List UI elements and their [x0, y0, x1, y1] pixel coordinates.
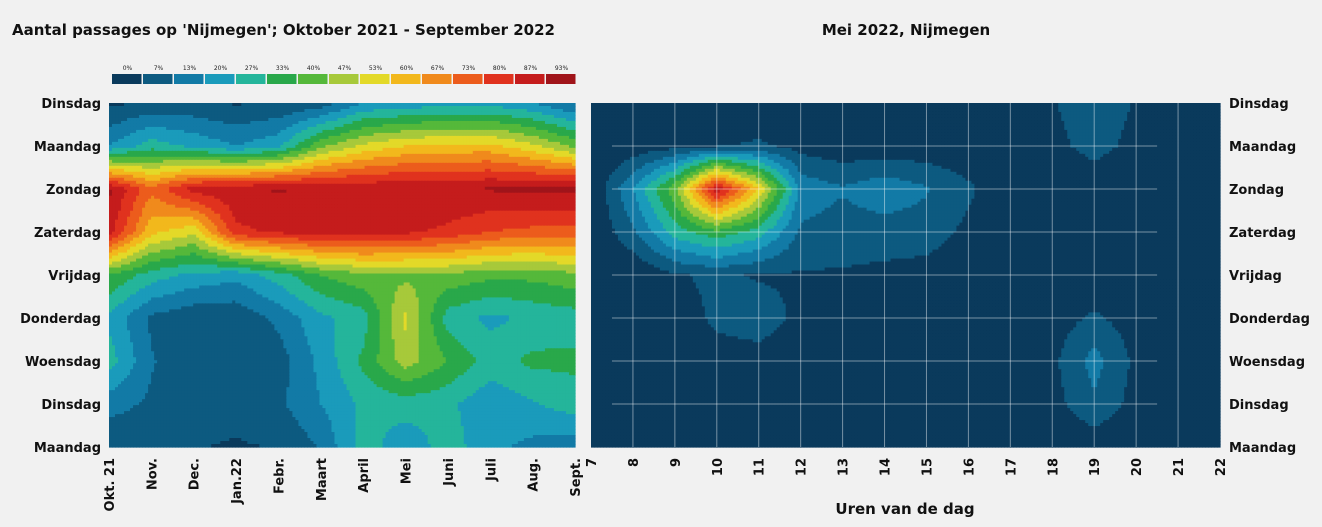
colorbar-swatch [329, 74, 359, 84]
colorbar-tick-label: 73% [462, 65, 476, 72]
colorbar-swatch [515, 74, 545, 84]
colorbar-swatch [112, 74, 142, 84]
colorbar-tick-label: 13% [183, 65, 197, 72]
colorbar-tick-label: 47% [338, 65, 352, 72]
colorbar-swatch [236, 74, 266, 84]
colorbar-swatch [143, 74, 173, 84]
colorbar-tick-label: 87% [524, 65, 538, 72]
colorbar-tick-label: 7% [154, 65, 164, 72]
colorbar-tick-label: 40% [307, 65, 321, 72]
colorbar-tick-label: 93% [555, 65, 569, 72]
colorbar-tick-label: 0% [123, 65, 133, 72]
chart-title-left: Aantal passages op 'Nijmegen'; Oktober 2… [12, 21, 555, 39]
colorbar-swatch [453, 74, 483, 84]
colorbar-swatch [360, 74, 390, 84]
colorbar-tick-label: 60% [400, 65, 414, 72]
colorbar-swatch [484, 74, 514, 84]
chart-title-right: Mei 2022, Nijmegen [822, 21, 990, 39]
colorbar-swatch [391, 74, 421, 84]
colorbar-tick-label: 80% [493, 65, 507, 72]
colorbar-swatch [205, 74, 235, 84]
heatmap-left [109, 103, 576, 448]
colorbar-swatch [174, 74, 204, 84]
colorbar-tick-label: 33% [276, 65, 290, 72]
colorbar-swatch [267, 74, 297, 84]
colorbar-swatch [298, 74, 328, 84]
colorbar-tick-label: 27% [245, 65, 259, 72]
colorbar-swatch [546, 74, 576, 84]
colorbar-tick-label: 20% [214, 65, 228, 72]
colorbar-tick-label: 67% [431, 65, 445, 72]
colorbar-swatch [422, 74, 452, 84]
colorbar-tick-label: 53% [369, 65, 383, 72]
